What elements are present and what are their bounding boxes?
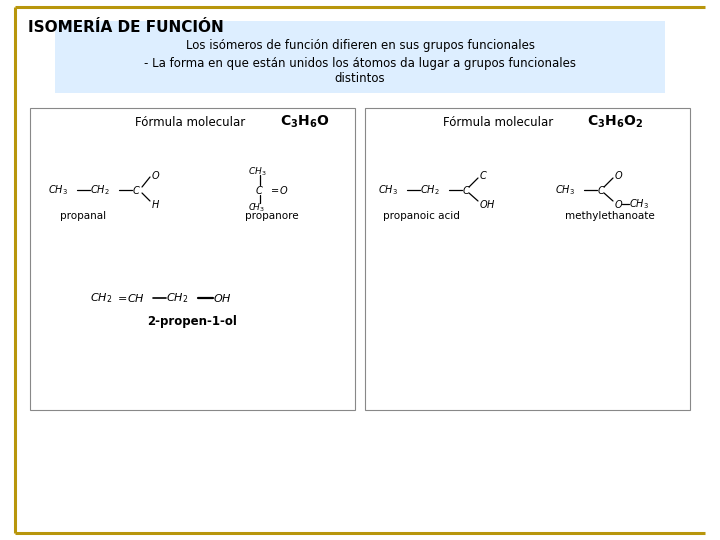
Text: 2-propen-1-ol: 2-propen-1-ol xyxy=(147,315,237,328)
Text: $=\!O$: $=\!O$ xyxy=(269,184,289,196)
Text: $CH_2$: $CH_2$ xyxy=(90,183,109,197)
Text: - La forma en que están unidos los átomos da lugar a grupos funcionales: - La forma en que están unidos los átomo… xyxy=(144,57,576,70)
Text: Fórmula molecular: Fórmula molecular xyxy=(135,116,249,129)
Bar xyxy=(365,108,690,410)
Bar xyxy=(30,108,355,410)
Text: propanal: propanal xyxy=(60,211,106,221)
Text: $\mathbf{C_3H_6O}$: $\mathbf{C_3H_6O}$ xyxy=(280,114,330,130)
Text: $O$: $O$ xyxy=(614,198,624,210)
Text: $CH_2$: $CH_2$ xyxy=(166,291,188,305)
Text: $C$: $C$ xyxy=(597,184,606,196)
Text: $\mathbf{C_3H_6O_2}$: $\mathbf{C_3H_6O_2}$ xyxy=(587,114,643,130)
Text: $CH_2$: $CH_2$ xyxy=(420,183,440,197)
Bar xyxy=(55,21,665,93)
Text: $CH_3$: $CH_3$ xyxy=(48,183,68,197)
Text: $C$: $C$ xyxy=(132,184,141,196)
Text: propanore: propanore xyxy=(245,211,299,221)
Text: propanoic acid: propanoic acid xyxy=(383,211,460,221)
Text: $C$: $C$ xyxy=(479,169,487,181)
Text: $OH$: $OH$ xyxy=(479,198,496,210)
Text: $\!=\!CH$: $\!=\!CH$ xyxy=(117,292,145,304)
Text: $H$: $H$ xyxy=(151,198,160,210)
Text: ISOMERÍA DE FUNCIÓN: ISOMERÍA DE FUNCIÓN xyxy=(28,21,224,36)
Text: Fórmula molecular: Fórmula molecular xyxy=(443,116,557,129)
Text: $CH_3$: $CH_3$ xyxy=(629,197,649,211)
Text: Los isómeros de función difieren en sus grupos funcionales: Los isómeros de función difieren en sus … xyxy=(186,39,534,52)
Text: $O$: $O$ xyxy=(614,169,624,181)
Text: $CH_2$: $CH_2$ xyxy=(90,291,112,305)
Text: $C$: $C$ xyxy=(255,184,264,196)
Text: $C\!H_3$: $C\!H_3$ xyxy=(248,202,265,214)
Text: $CH_3$: $CH_3$ xyxy=(378,183,398,197)
Text: methylethanoate: methylethanoate xyxy=(565,211,654,221)
Text: $O$: $O$ xyxy=(151,169,161,181)
Text: $OH$: $OH$ xyxy=(213,292,232,304)
Text: $CH_3$: $CH_3$ xyxy=(248,166,266,178)
Text: $C$: $C$ xyxy=(462,184,471,196)
Text: distintos: distintos xyxy=(335,72,385,85)
Text: $CH_3$: $CH_3$ xyxy=(555,183,575,197)
